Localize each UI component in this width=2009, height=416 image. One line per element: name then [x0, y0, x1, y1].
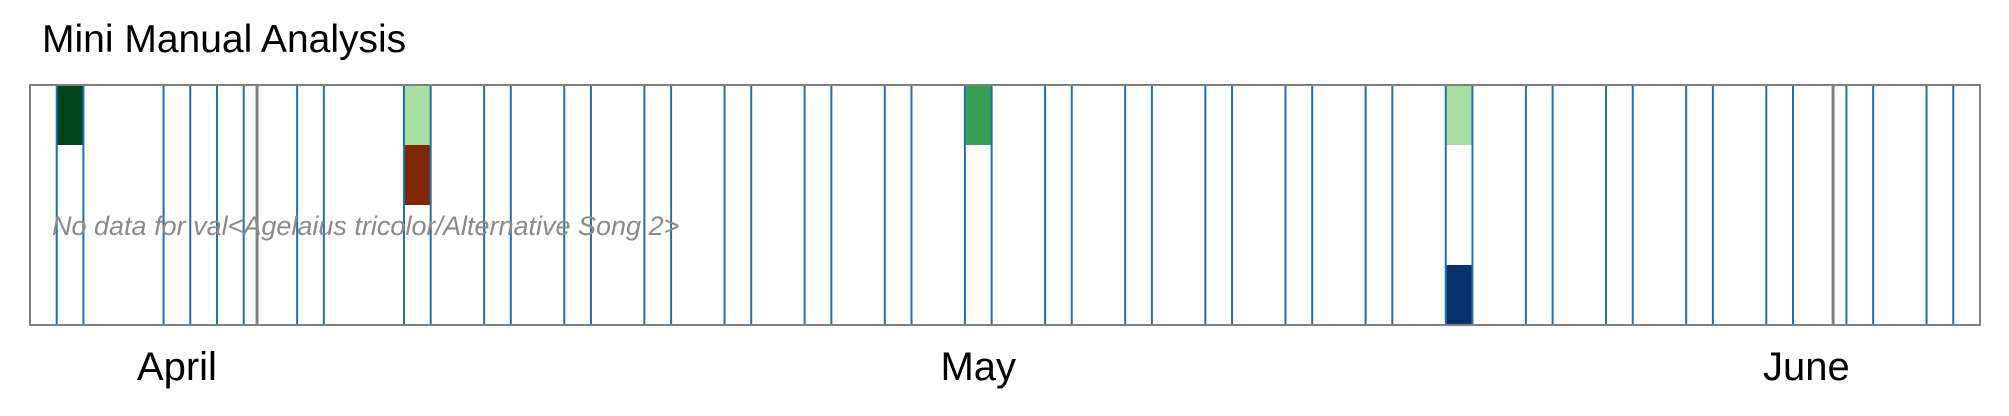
heatmap-cell — [403, 145, 431, 205]
heatmap-cell — [403, 85, 431, 145]
chart-title: Mini Manual Analysis — [42, 18, 407, 61]
month-label: June — [1763, 345, 1850, 389]
heatmap-cell — [1445, 85, 1473, 145]
no-data-annotation: No data for val<Agelaius tricolor/Altern… — [52, 211, 679, 241]
heatmap-cell — [1445, 265, 1473, 325]
heatmap-cell — [964, 85, 992, 145]
plot-frame — [29, 84, 1981, 326]
month-label: May — [940, 345, 1016, 389]
heatmap-cell — [56, 85, 84, 145]
month-label: April — [137, 345, 217, 389]
